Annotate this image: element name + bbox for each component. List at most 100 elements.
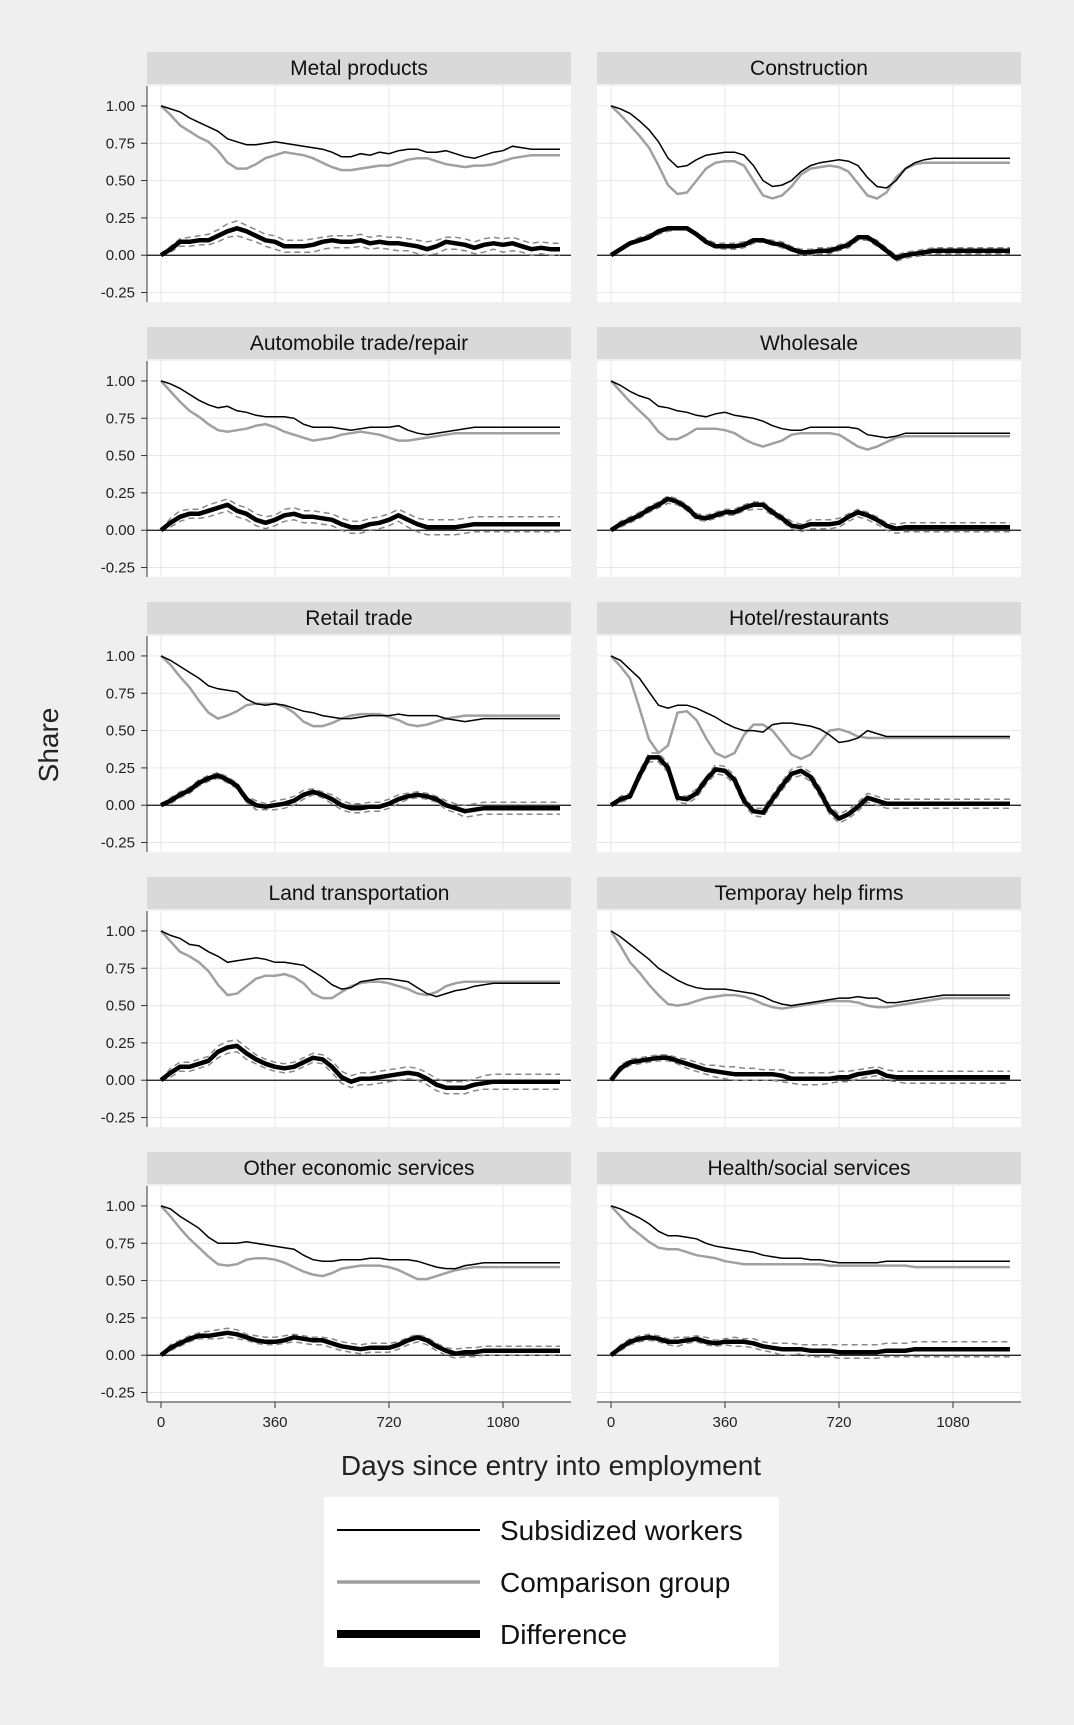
series-lower-bound <box>160 1051 560 1095</box>
series-lower-bound <box>160 509 560 536</box>
panel-title: Metal products <box>290 57 428 80</box>
series-difference <box>609 1055 1010 1082</box>
series-subsidized-workers <box>160 380 560 436</box>
y-tick-label: 0.75 <box>106 685 135 702</box>
series-comparison-group <box>610 380 1010 451</box>
y-tick-label: 0.00 <box>106 1347 135 1364</box>
plot-area <box>147 911 571 1127</box>
panel-4: Wholesale <box>597 327 1021 577</box>
y-tick-label: 1.00 <box>106 648 135 665</box>
panel-header <box>147 602 571 634</box>
series-upper-bound <box>160 1327 560 1356</box>
plot-area <box>597 1186 1021 1402</box>
x-tick-label: 1080 <box>936 1414 969 1431</box>
plot-area <box>147 636 571 852</box>
y-tick-label: 0.25 <box>106 1310 135 1327</box>
y-tick-label: 0.50 <box>106 173 135 190</box>
series-comparison-group <box>610 655 1010 761</box>
panel-3: Automobile trade/repair 1.00 0.75 0.50 0.25 0… <box>101 327 571 577</box>
x-tick-label: 0 <box>157 1414 165 1431</box>
series-comparison-group <box>160 380 560 442</box>
series-lower-bound <box>610 761 1010 824</box>
series-subsidized-workers <box>610 1205 1010 1264</box>
y-tick-label: -0.25 <box>101 1110 135 1127</box>
y-tick-label: 0.50 <box>106 998 135 1015</box>
series-difference <box>609 755 1010 821</box>
series-subsidized-workers <box>160 930 560 998</box>
panel-title: Temporay help firms <box>714 882 903 905</box>
panel-header <box>597 1152 1021 1184</box>
series-upper-bound <box>610 495 1010 531</box>
series-comparison-group <box>160 654 560 728</box>
series-upper-bound <box>610 1333 1010 1356</box>
panel-header <box>597 602 1021 634</box>
panel-1: Metal products 1.00 0.75 0.50 0.25 0.00 -0.25 <box>101 52 571 302</box>
series-upper-bound <box>160 771 560 806</box>
y-tick-label: 0.25 <box>106 210 135 227</box>
series-subsidized-workers <box>160 1205 560 1270</box>
series-upper-bound <box>160 1039 560 1083</box>
series-comparison-group <box>160 104 560 172</box>
y-tick-label: 0.75 <box>106 1235 135 1252</box>
y-tick-label: 0.25 <box>106 760 135 777</box>
plot-area <box>597 361 1021 577</box>
panel-header <box>147 1152 571 1184</box>
series-difference <box>159 1043 560 1090</box>
y-tick-label: 1.00 <box>106 923 135 940</box>
series-lower-bound <box>160 1336 560 1359</box>
series-subsidized-workers <box>610 930 1010 1007</box>
series-difference <box>609 1335 1010 1357</box>
series-upper-bound <box>160 220 560 256</box>
legend-label: Subsidized workers <box>500 1515 743 1546</box>
y-axis-label: Share <box>33 708 64 783</box>
x-tick-label: 0 <box>607 1414 615 1431</box>
panel-title: Retail trade <box>305 607 412 630</box>
y-tick-label: 0.75 <box>106 960 135 977</box>
panel-6: Hotel/restaurants <box>597 602 1021 852</box>
panel-5: Retail trade 1.00 0.75 0.50 0.25 0.00 -0.25 <box>101 602 571 852</box>
series-lower-bound <box>610 502 1010 534</box>
legend-label: Difference <box>500 1619 627 1650</box>
y-tick-label: 0.00 <box>106 1072 135 1089</box>
y-tick-label: -0.25 <box>101 285 135 302</box>
x-tick-label: 1080 <box>486 1414 519 1431</box>
panel-title: Health/social services <box>707 1157 910 1180</box>
y-tick-label: 1.00 <box>106 1198 135 1215</box>
series-difference <box>159 226 560 258</box>
series-subsidized-workers <box>610 655 1010 744</box>
panel-title: Wholesale <box>760 332 858 355</box>
panel-header <box>597 327 1021 359</box>
y-tick-label: 1.00 <box>106 373 135 390</box>
plot-area <box>147 1186 571 1402</box>
panel-title: Automobile trade/repair <box>250 332 468 355</box>
plot-area <box>597 86 1021 302</box>
series-subsidized-workers <box>160 105 560 159</box>
panel-7: Land transportation 1.00 0.75 0.50 0.25 0.00 -… <box>101 877 571 1127</box>
panel-header <box>597 877 1021 909</box>
legend-label: Comparison group <box>500 1567 730 1598</box>
series-comparison-group <box>160 1205 560 1281</box>
plot-area <box>147 361 571 577</box>
panel-title: Construction <box>750 57 868 80</box>
series-difference <box>160 773 560 814</box>
y-tick-label: 0.25 <box>106 485 135 502</box>
y-tick-label: 0.25 <box>106 1035 135 1052</box>
plot-area <box>147 86 571 302</box>
series-comparison-group <box>609 930 1010 1010</box>
plot-area <box>597 911 1021 1127</box>
panel-header <box>597 52 1021 84</box>
series-lower-bound <box>610 1060 1010 1086</box>
panel-10: Health/social services 0 360 720 1080 <box>597 1152 1021 1431</box>
series-lower-bound <box>160 235 560 256</box>
series-upper-bound <box>610 1054 1010 1081</box>
series-lower-bound <box>160 777 560 818</box>
y-tick-label: -0.25 <box>101 560 135 577</box>
panel-title: Land transportation <box>269 882 450 905</box>
plot-area <box>597 636 1021 852</box>
panel-header <box>147 52 571 84</box>
x-tick-label: 360 <box>712 1414 737 1431</box>
x-tick-label: 720 <box>826 1414 851 1431</box>
panel-title: Other economic services <box>243 1157 474 1180</box>
y-tick-label: 1.00 <box>106 98 135 115</box>
